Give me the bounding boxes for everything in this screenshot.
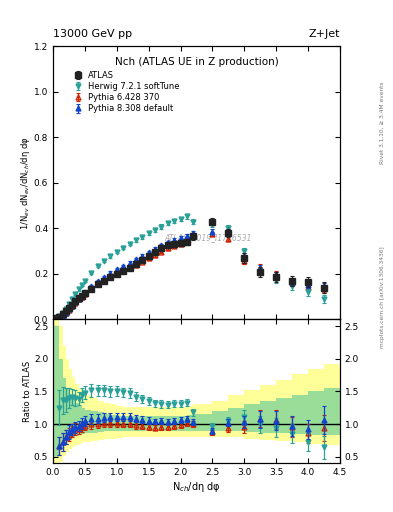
X-axis label: N$_{ch}$/dη dφ: N$_{ch}$/dη dφ [172, 480, 221, 494]
Text: Z+Jet: Z+Jet [309, 29, 340, 39]
Text: 13000 GeV pp: 13000 GeV pp [53, 29, 132, 39]
Y-axis label: Ratio to ATLAS: Ratio to ATLAS [24, 361, 33, 422]
Text: ATLAS_2019_I1736531: ATLAS_2019_I1736531 [164, 233, 252, 242]
Text: Nch (ATLAS UE in Z production): Nch (ATLAS UE in Z production) [115, 57, 278, 67]
Text: mcplots.cern.ch [arXiv:1306.3436]: mcplots.cern.ch [arXiv:1306.3436] [380, 246, 385, 348]
Legend: ATLAS, Herwig 7.2.1 softTune, Pythia 6.428 370, Pythia 8.308 default: ATLAS, Herwig 7.2.1 softTune, Pythia 6.4… [69, 70, 181, 115]
Y-axis label: 1/N$_{ev}$ dN$_{ev}$/dN$_{ch}$/dη dφ: 1/N$_{ev}$ dN$_{ev}$/dN$_{ch}$/dη dφ [19, 136, 33, 229]
Text: Rivet 3.1.10, ≥ 3.4M events: Rivet 3.1.10, ≥ 3.4M events [380, 81, 385, 164]
